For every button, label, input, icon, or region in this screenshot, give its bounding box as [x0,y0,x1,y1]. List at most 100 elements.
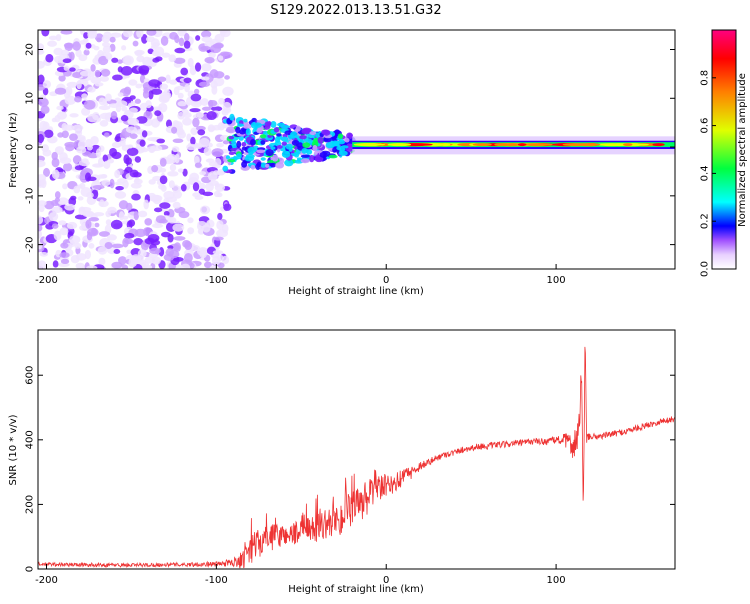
heat-cell [184,33,190,42]
heat-cell [158,102,168,113]
heat-cell [319,151,328,158]
heat-cell [127,144,134,149]
heat-cell [198,81,211,88]
heat-cell [211,85,218,95]
heat-cell [213,236,224,241]
spectrogram-heatmap [38,30,675,269]
heat-cell [104,132,110,138]
heat-cell [175,128,185,136]
y-tick-label: -10 [25,188,36,204]
heat-cell [160,35,169,46]
heat-cell [56,105,64,111]
heat-cell [221,223,229,234]
heat-cell [187,217,194,224]
heat-cell [72,41,81,51]
heat-cell [173,236,186,241]
heat-cell [217,55,224,61]
heat-cell [141,130,148,138]
snr-series-line [38,346,675,569]
heat-cell [90,64,96,72]
heat-cell [122,237,129,248]
heat-cell [52,260,59,268]
heat-cell [69,133,78,141]
snr-panel: -200 -100 0 100 0 200 400 600 Height of straig… [8,329,676,595]
heat-cell [211,148,224,158]
heat-cell [190,93,202,102]
heat-cell [177,101,187,107]
heat-cell [127,118,140,126]
heat-cell [169,163,177,172]
heat-cell [137,249,147,258]
heat-cell [69,235,81,244]
heat-cell [192,117,200,128]
heat-cell [98,145,105,153]
y-tick-label: 200 [25,495,36,514]
heat-cell [183,77,192,84]
band-core [652,143,665,147]
heat-cell [148,79,161,87]
heat-cell [44,200,55,210]
heat-cell [42,80,52,89]
heat-cell [126,147,139,157]
heat-cell [253,122,262,128]
heat-cell [201,63,212,72]
heat-cell [111,261,123,269]
heat-cell [182,112,192,119]
heat-cell [54,87,67,95]
y-tick-label: 400 [25,430,36,449]
heat-cell [250,164,256,170]
heat-cell [197,129,206,136]
heat-cell [85,42,92,49]
heat-cell [239,129,247,135]
heat-cell [168,54,177,63]
heat-cell [105,93,112,102]
heat-cell [111,151,122,160]
heat-cell [65,86,73,96]
heat-cell [126,249,132,254]
heat-cell [161,52,171,58]
heat-cell [190,136,196,146]
heat-cell [236,140,242,148]
y-tick-label: 0 [25,144,36,150]
heat-cell [336,146,342,151]
heat-cell [174,47,186,54]
heat-cell [92,163,104,168]
heat-cell [198,137,210,148]
heat-cell [222,140,230,145]
heat-cell [111,141,122,148]
heat-cell [128,257,138,268]
heat-cell [186,133,192,142]
x-tick-label: -100 [205,575,228,586]
heat-cell [224,75,230,80]
heat-cell [43,167,51,177]
heat-cell [38,133,45,144]
heat-cell [60,242,69,249]
heat-cell [200,46,211,51]
heat-cell [147,48,154,55]
heat-cell [94,82,104,87]
heat-cell [138,65,150,74]
heat-cell [72,124,84,132]
heat-cell [241,142,247,147]
heat-cell [275,161,285,169]
heat-cell [167,170,179,177]
heat-cell [105,52,113,60]
heat-cell [183,40,191,49]
heat-cell [285,143,293,150]
heat-cell [94,33,104,42]
heat-cell [153,207,163,213]
heat-cell [182,117,193,126]
heat-cell [129,133,138,139]
y-tick-label: 10 [25,92,36,105]
band-core [562,143,589,147]
heat-cell [90,76,102,84]
heat-cell [209,69,219,79]
heat-cell [41,30,50,37]
heat-cell [337,133,344,140]
heat-cell [98,55,109,66]
heat-cell [178,37,185,47]
heat-cell [159,202,171,209]
heat-cell [332,147,337,153]
